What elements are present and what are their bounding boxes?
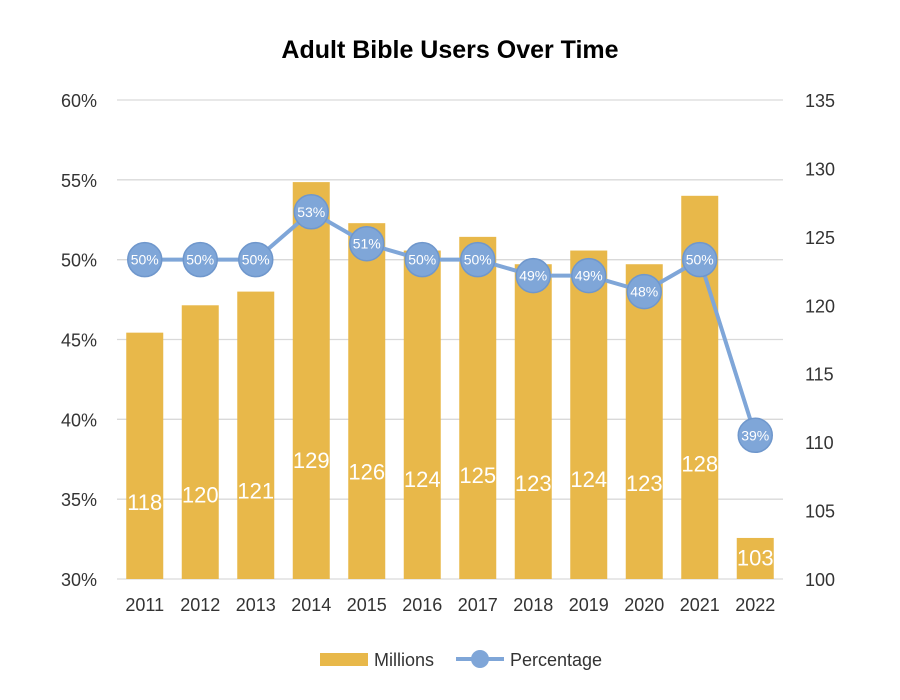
line-point bbox=[182, 241, 218, 278]
line-point bbox=[515, 257, 551, 294]
line-data-label: 50% bbox=[186, 252, 214, 268]
line-point bbox=[349, 225, 385, 262]
bar bbox=[514, 264, 552, 579]
x-tick-label: 2016 bbox=[402, 595, 442, 615]
legend-label-percentage: Percentage bbox=[510, 650, 602, 670]
bar-data-label: 123 bbox=[626, 471, 663, 496]
bar-data-label: 124 bbox=[404, 467, 441, 492]
x-tick-label: 2012 bbox=[180, 595, 220, 615]
line-data-label: 50% bbox=[131, 252, 159, 268]
line-point bbox=[460, 241, 496, 278]
bar-data-label: 129 bbox=[293, 448, 330, 473]
y-right-tick-label: 135 bbox=[805, 91, 835, 111]
y-right-tick-label: 125 bbox=[805, 228, 835, 248]
bar bbox=[459, 236, 497, 579]
bar bbox=[736, 537, 774, 579]
x-tick-label: 2011 bbox=[125, 595, 164, 615]
x-tick-label: 2021 bbox=[680, 595, 720, 615]
series-line-percentage bbox=[144, 209, 758, 436]
chart-title: Adult Bible Users Over Time bbox=[281, 36, 619, 64]
y-left-tick-label: 50% bbox=[61, 251, 97, 271]
bar-data-label: 125 bbox=[459, 463, 496, 488]
y-right-tick-label: 100 bbox=[805, 570, 835, 590]
y-right-tick-label: 115 bbox=[805, 365, 834, 385]
line-point bbox=[626, 273, 662, 310]
bar bbox=[348, 223, 386, 579]
bar-data-label: 128 bbox=[681, 452, 718, 477]
legend-swatch-percentage-marker bbox=[471, 650, 489, 668]
x-tick-label: 2017 bbox=[458, 595, 498, 615]
bar bbox=[570, 250, 608, 580]
line-data-label: 51% bbox=[353, 236, 381, 252]
line-data-label: 50% bbox=[464, 252, 492, 268]
x-tick-label: 2019 bbox=[569, 595, 609, 615]
y-left-tick-label: 45% bbox=[61, 331, 97, 351]
line-data-label: 53% bbox=[297, 204, 325, 220]
bar bbox=[237, 291, 275, 579]
x-tick-label: 2022 bbox=[735, 595, 775, 615]
bar-data-label: 123 bbox=[515, 471, 552, 496]
bar-data-label: 103 bbox=[737, 545, 774, 570]
line-point bbox=[737, 417, 773, 454]
x-tick-label: 2018 bbox=[513, 595, 553, 615]
y-right-tick-label: 130 bbox=[805, 159, 835, 179]
legend-label-millions: Millions bbox=[374, 650, 434, 670]
x-tick-label: 2013 bbox=[236, 595, 276, 615]
line-data-label: 49% bbox=[519, 268, 547, 284]
bar-data-label: 118 bbox=[127, 490, 162, 515]
y-left-tick-label: 30% bbox=[61, 570, 97, 590]
y-left-tick-label: 40% bbox=[61, 410, 97, 430]
x-tick-label: 2014 bbox=[291, 595, 331, 615]
line-point bbox=[571, 257, 607, 294]
line-data-label: 50% bbox=[408, 252, 436, 268]
line-point bbox=[682, 241, 718, 278]
legend-swatch-millions bbox=[320, 653, 368, 666]
line-data-label: 50% bbox=[242, 252, 270, 268]
y-left-tick-label: 55% bbox=[61, 171, 97, 191]
bar bbox=[625, 264, 663, 579]
bar-data-label: 124 bbox=[570, 467, 607, 492]
y-right-tick-label: 105 bbox=[805, 502, 835, 522]
line-data-label: 48% bbox=[630, 284, 658, 300]
y-right-tick-label: 110 bbox=[805, 433, 834, 453]
bar bbox=[126, 332, 164, 579]
bar bbox=[292, 182, 330, 579]
y-right-tick-label: 120 bbox=[805, 296, 835, 316]
bar-data-label: 126 bbox=[348, 459, 385, 484]
bar bbox=[403, 250, 441, 580]
line-data-label: 50% bbox=[686, 252, 714, 268]
line-point bbox=[404, 241, 440, 278]
line-point bbox=[293, 194, 329, 230]
y-left-tick-label: 35% bbox=[61, 490, 97, 510]
line-point bbox=[127, 241, 163, 278]
line-data-label: 39% bbox=[741, 427, 769, 443]
y-left-tick-label: 60% bbox=[61, 91, 97, 111]
x-tick-label: 2020 bbox=[624, 595, 664, 615]
bar-data-label: 121 bbox=[237, 479, 274, 504]
line-point bbox=[238, 241, 274, 278]
line-data-label: 49% bbox=[575, 268, 603, 284]
x-tick-label: 2015 bbox=[347, 595, 387, 615]
bar bbox=[181, 305, 219, 579]
bar-data-label: 120 bbox=[182, 482, 219, 507]
